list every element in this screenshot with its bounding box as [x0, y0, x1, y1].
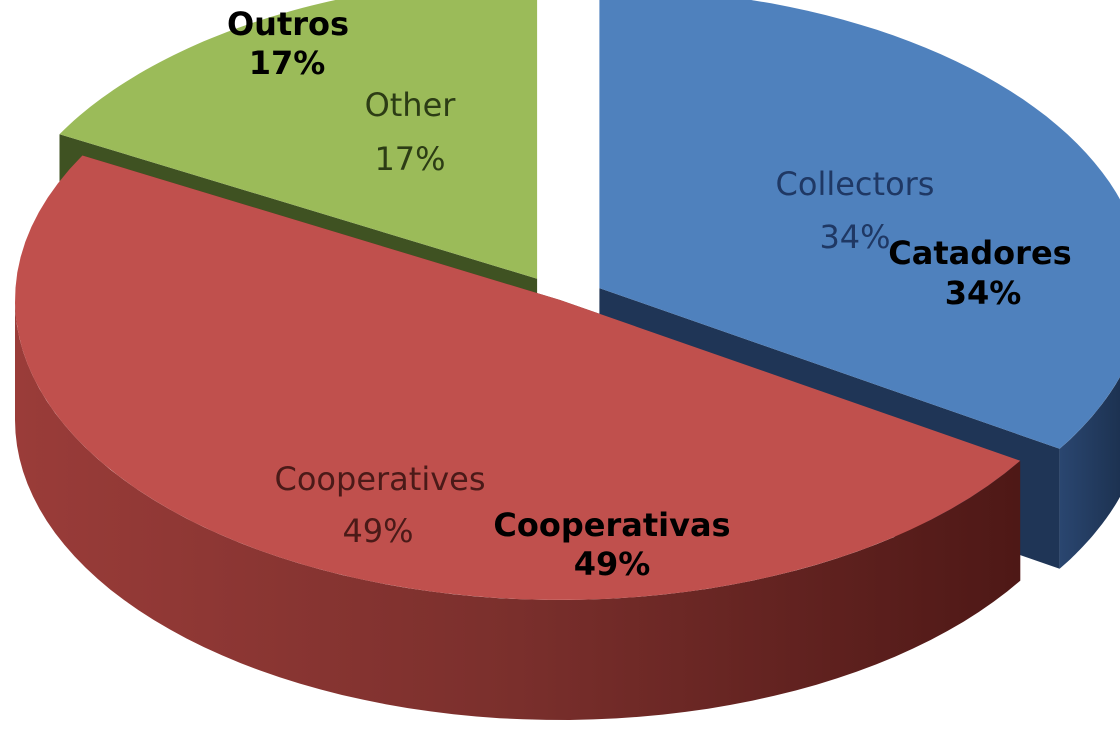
- slice-label-outros-name: Outros: [227, 5, 349, 43]
- slice-label-cooperativas-name: Cooperativas: [493, 506, 730, 544]
- slice-label-outros-percent: 17%: [249, 44, 326, 82]
- pie-side-cooperatives: [15, 300, 1021, 720]
- slice-label-collectors-name: Collectors: [776, 165, 935, 203]
- pie-slice-cooperatives: [15, 155, 1021, 600]
- pie-slice-tops: [15, 0, 1120, 600]
- slice-label-other-percent: 17%: [374, 140, 445, 178]
- pie-slice-collectors: [599, 0, 1120, 449]
- pie-side-collectors: [1059, 376, 1120, 569]
- slice-label-cooperativas-percent: 49%: [574, 545, 651, 583]
- slice-label-other-name: Other: [365, 86, 457, 124]
- pie-labels: Collectors 34% Catadores 34% Cooperative…: [227, 5, 1072, 583]
- slice-label-cooperatives-name: Cooperatives: [275, 460, 486, 498]
- slice-label-cooperatives-percent: 49%: [342, 512, 413, 550]
- slice-label-catadores-percent: 34%: [945, 274, 1022, 312]
- slice-label-collectors-percent: 34%: [819, 218, 890, 256]
- slice-label-catadores-name: Catadores: [888, 234, 1071, 272]
- pie-slice-other: [59, 0, 538, 279]
